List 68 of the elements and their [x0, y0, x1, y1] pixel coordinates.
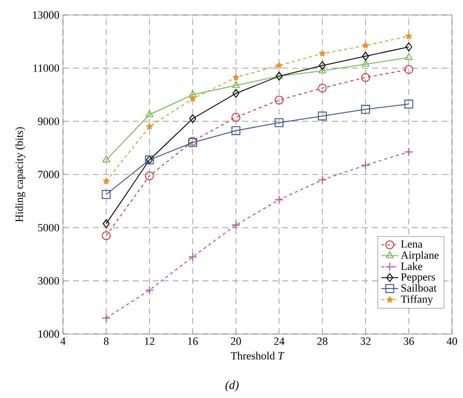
point — [231, 126, 240, 136]
y-tick-label: 1000 — [38, 330, 60, 338]
point — [232, 74, 240, 80]
legend-label: Lena — [401, 240, 422, 248]
point — [102, 314, 111, 322]
point — [274, 118, 284, 128]
point — [404, 100, 414, 108]
y-axis-title: Hiding capacity (bits) — [15, 127, 26, 222]
point — [404, 53, 413, 60]
point — [405, 32, 412, 40]
x-tick-label: 20 — [230, 338, 241, 345]
point — [362, 52, 369, 61]
point — [276, 62, 282, 68]
point — [318, 112, 327, 120]
point — [362, 42, 369, 48]
legend-label: Tiffany — [400, 295, 433, 306]
x-tick-label: 40 — [446, 338, 458, 345]
point — [102, 190, 111, 199]
legend-label: Airplane — [400, 251, 439, 262]
x-axis-title: Threshold T — [230, 352, 284, 360]
point — [361, 160, 370, 170]
y-tick-label: 5000 — [38, 224, 60, 232]
x-tick-label: 4 — [60, 338, 66, 345]
point — [318, 175, 327, 184]
point — [232, 88, 240, 98]
point — [188, 252, 198, 262]
point — [404, 147, 414, 156]
point — [232, 81, 240, 88]
x-tick-label: 24 — [274, 338, 284, 345]
y-tick-label: 9000 — [38, 118, 60, 126]
point — [362, 60, 370, 67]
point — [146, 110, 154, 118]
point — [361, 104, 370, 114]
point — [146, 123, 153, 130]
point — [404, 65, 414, 74]
point — [102, 178, 110, 184]
y-tick-label: 13000 — [33, 11, 60, 19]
legend-label: Sailboat — [401, 284, 437, 292]
x-tick-label: 8 — [104, 338, 109, 345]
legend-label: Peppers — [401, 273, 435, 283]
point — [188, 90, 197, 98]
point — [231, 112, 240, 122]
y-tick-label: 7000 — [38, 170, 60, 178]
point — [145, 286, 154, 295]
point — [274, 96, 284, 104]
x-tick-label: 12 — [144, 338, 154, 345]
point — [319, 50, 326, 56]
point — [189, 114, 196, 124]
x-tick-label: 36 — [404, 338, 414, 345]
point — [102, 219, 110, 228]
point — [189, 95, 196, 102]
point — [318, 66, 326, 74]
point — [361, 73, 370, 82]
point — [318, 84, 327, 93]
x-tick-label: 28 — [317, 338, 328, 345]
point — [102, 231, 111, 240]
y-tick-label: 11000 — [33, 64, 60, 72]
point — [318, 61, 326, 70]
x-tick-label: 32 — [360, 338, 370, 345]
legend-label: Lake — [401, 262, 422, 270]
point — [102, 155, 110, 162]
point — [274, 195, 284, 204]
point — [405, 42, 412, 52]
y-tick-label: 3000 — [38, 277, 60, 285]
point — [145, 171, 154, 180]
x-tick-label: 16 — [188, 338, 198, 345]
text: (d) — [225, 380, 239, 392]
point — [231, 220, 240, 230]
